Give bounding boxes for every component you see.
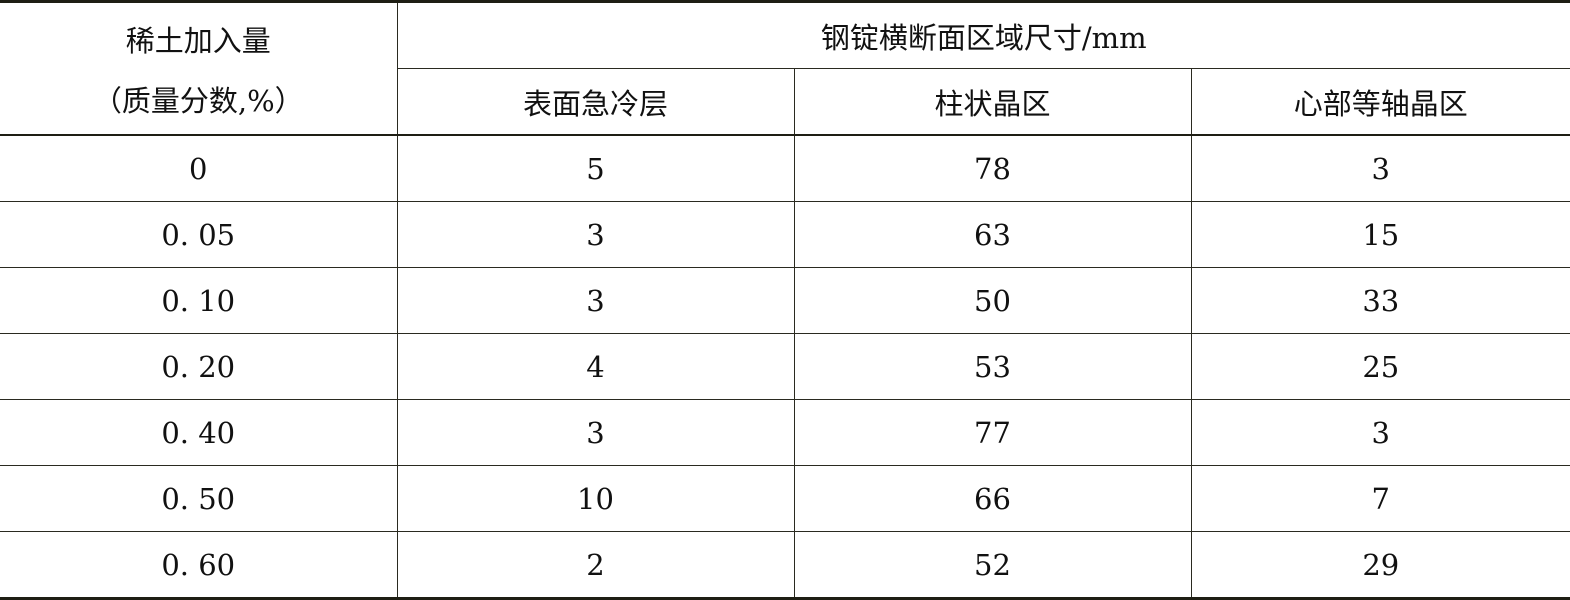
- table-cell: 4: [396, 333, 795, 400]
- column-header: 柱状晶区: [793, 68, 1192, 136]
- table-cell: 3: [1190, 399, 1570, 466]
- column-header: 表面急冷层: [397, 68, 795, 136]
- table-cell: 25: [1190, 333, 1570, 400]
- table-cell: 63: [793, 201, 1192, 268]
- column-header: 心部等轴晶区: [1190, 68, 1570, 136]
- table-cell: 0. 50: [0, 465, 398, 532]
- row-header-line2: （质量分数,%）: [92, 83, 304, 118]
- table-row: 0. 20 4 53 25: [0, 333, 1570, 400]
- table-cell: 77: [793, 399, 1192, 466]
- table-row: 0. 50 10 66 7: [0, 465, 1570, 532]
- header-row-1: 稀土加入量 （质量分数,%） 钢锭横断面区域尺寸/mm: [0, 0, 1570, 136]
- table-cell: 5: [396, 134, 795, 202]
- table-cell: 33: [1190, 267, 1570, 334]
- table-cell: 0. 40: [0, 399, 398, 466]
- table-cell: 53: [793, 333, 1192, 400]
- table-cell: 66: [793, 465, 1192, 532]
- table-cell: 0. 05: [0, 201, 398, 268]
- table-cell: 52: [793, 531, 1192, 600]
- table-row: 0. 05 3 63 15: [0, 201, 1570, 268]
- table-cell: 3: [396, 201, 795, 268]
- table-cell: 15: [1190, 201, 1570, 268]
- row-header-line1: 稀土加入量: [125, 23, 271, 58]
- table-cell: 0. 10: [0, 267, 398, 334]
- header-row-2: 表面急冷层 柱状晶区 心部等轴晶区: [0, 68, 1570, 136]
- table-cell: 0. 60: [0, 531, 398, 600]
- table-cell: 7: [1190, 465, 1570, 532]
- table-row: 0. 40 3 77 3: [0, 399, 1570, 466]
- table-cell: 3: [1190, 134, 1570, 202]
- table-cell: 10: [396, 465, 795, 532]
- table-cell: 3: [396, 399, 795, 466]
- group-header: 钢锭横断面区域尺寸/mm: [396, 0, 1570, 69]
- table-cell: 0: [0, 134, 398, 202]
- table-cell: 0. 20: [0, 333, 398, 400]
- table-cell: 2: [396, 531, 795, 600]
- row-header-cell: 稀土加入量 （质量分数,%）: [0, 0, 398, 136]
- table-cell: 78: [793, 134, 1192, 202]
- table-cell: 29: [1190, 531, 1570, 600]
- table-row: 0 5 78 3: [0, 134, 1570, 202]
- table-row: 0. 10 3 50 33: [0, 267, 1570, 334]
- table-cell: 50: [793, 267, 1192, 334]
- table-cell: 3: [396, 267, 795, 334]
- table-row: 0. 60 2 52 29: [0, 531, 1570, 600]
